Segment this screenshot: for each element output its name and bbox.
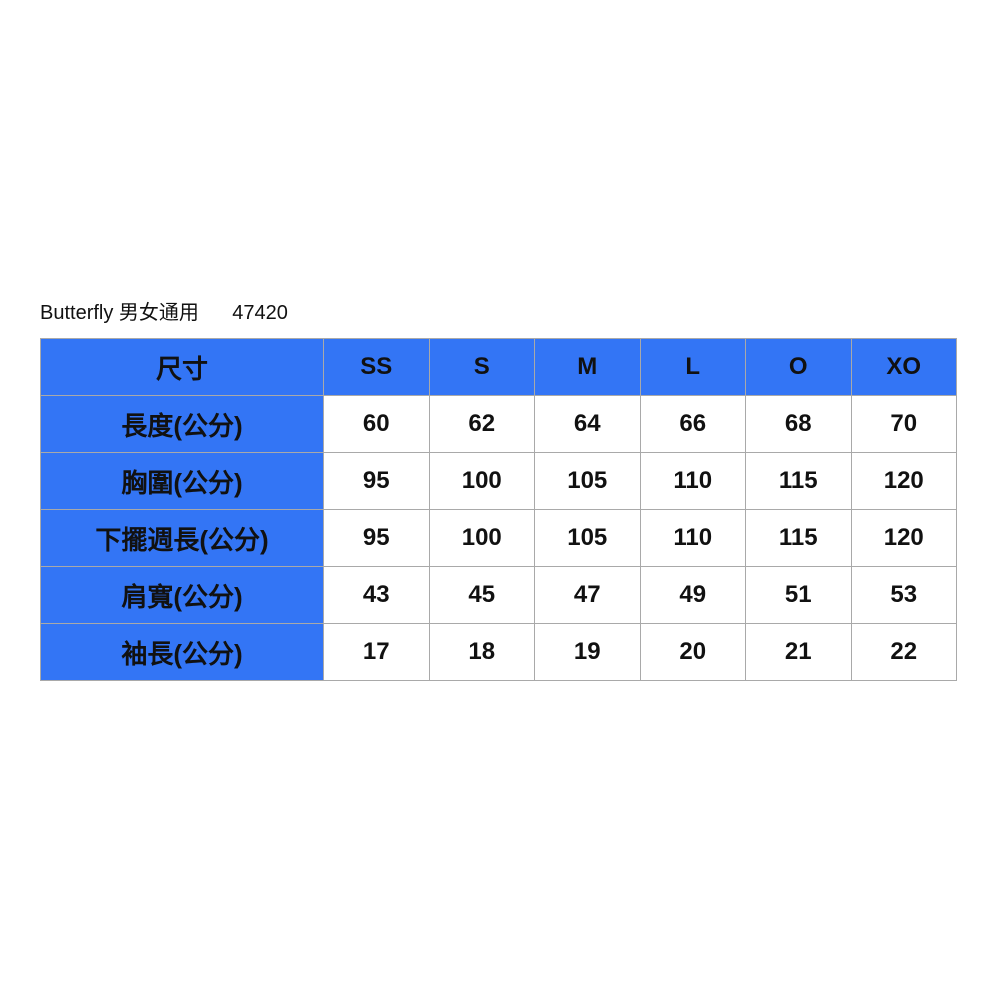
size-table: 尺寸 SS S M L O XO 長度(公分) 60 62 64 66 68 70 胸圍(公分) 95 100 1… xyxy=(40,338,957,681)
brand: Butterfly xyxy=(40,302,114,324)
measurement-cell: 66 xyxy=(639,395,746,453)
measurement-cell: 45 xyxy=(428,566,535,624)
measurement-cell: 105 xyxy=(534,509,641,567)
measurement-cell: 95 xyxy=(323,509,430,567)
table-row: 胸圍(公分) 95 100 105 110 115 120 xyxy=(40,452,957,510)
table-row: 長度(公分) 60 62 64 66 68 70 xyxy=(40,395,957,453)
measurement-cell: 115 xyxy=(745,509,852,567)
measurement-cell: 53 xyxy=(850,566,957,624)
measurement-cell: 20 xyxy=(639,623,746,681)
measurement-cell: 95 xyxy=(323,452,430,510)
table-row: 下擺週長(公分) 95 100 105 110 115 120 xyxy=(40,509,957,567)
measurement-cell: 43 xyxy=(323,566,430,624)
measurement-cell: 64 xyxy=(534,395,641,453)
row-label: 胸圍(公分) xyxy=(40,452,324,510)
table-row: 袖長(公分) 17 18 19 20 21 22 xyxy=(40,623,957,681)
row-label: 長度(公分) xyxy=(40,395,324,453)
size-header: M xyxy=(534,338,641,396)
row-label: 下擺週長(公分) xyxy=(40,509,324,567)
measurement-cell: 120 xyxy=(850,452,957,510)
row-label: 袖長(公分) xyxy=(40,623,324,681)
measurement-cell: 51 xyxy=(745,566,852,624)
product-code: 47420 xyxy=(232,302,288,324)
measurement-cell: 18 xyxy=(428,623,535,681)
table-row: 肩寬(公分) 43 45 47 49 51 53 xyxy=(40,566,957,624)
measurement-cell: 21 xyxy=(745,623,852,681)
measurement-cell: 49 xyxy=(639,566,746,624)
header-label: 尺寸 xyxy=(40,338,324,396)
measurement-cell: 68 xyxy=(745,395,852,453)
row-label: 肩寬(公分) xyxy=(40,566,324,624)
measurement-cell: 60 xyxy=(323,395,430,453)
measurement-cell: 70 xyxy=(850,395,957,453)
size-header: S xyxy=(428,338,535,396)
size-header: XO xyxy=(850,338,957,396)
measurement-cell: 110 xyxy=(639,509,746,567)
measurement-cell: 22 xyxy=(850,623,957,681)
measurement-cell: 62 xyxy=(428,395,535,453)
measurement-cell: 115 xyxy=(745,452,852,510)
category: 男女通用 xyxy=(118,302,199,324)
measurement-cell: 110 xyxy=(639,452,746,510)
measurement-cell: 105 xyxy=(534,452,641,510)
chart-title: Butterfly 男女通用 47420 xyxy=(40,296,288,325)
measurement-cell: 100 xyxy=(428,452,535,510)
size-header: SS xyxy=(323,338,430,396)
measurement-cell: 120 xyxy=(850,509,957,567)
measurement-cell: 19 xyxy=(534,623,641,681)
measurement-cell: 17 xyxy=(323,623,430,681)
measurement-cell: 100 xyxy=(428,509,535,567)
measurement-cell: 47 xyxy=(534,566,641,624)
header-row: 尺寸 SS S M L O XO xyxy=(40,338,957,396)
size-header: O xyxy=(745,338,852,396)
size-header: L xyxy=(639,338,746,396)
